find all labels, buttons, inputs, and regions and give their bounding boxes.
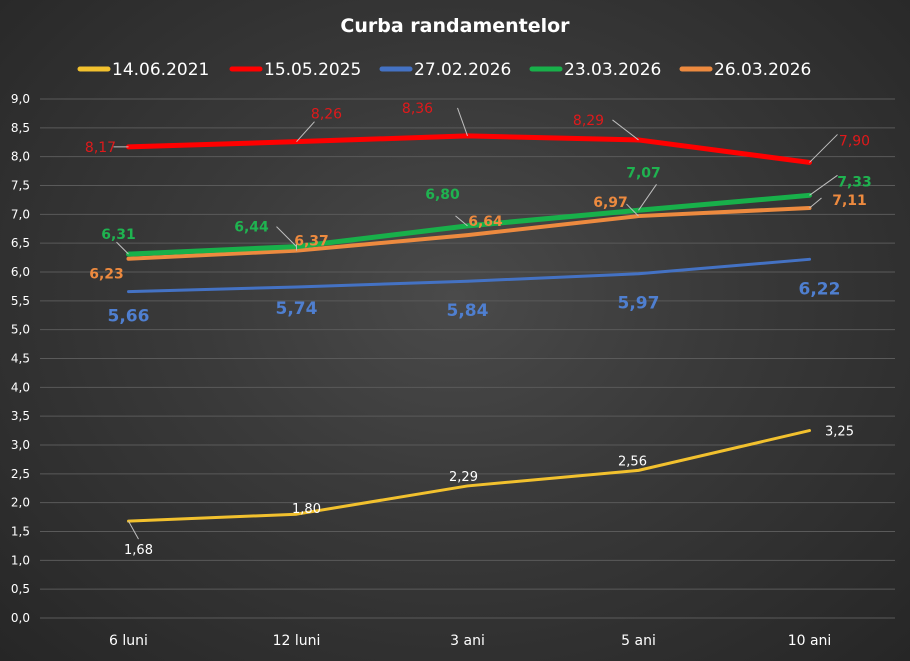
- y-tick-label: 7,0: [11, 207, 30, 221]
- y-tick-label: 8,5: [11, 121, 30, 135]
- legend: 14.06.2021 15.05.2025 27.02.2026 23.03.2026…: [77, 60, 811, 80]
- series-line: [127, 257, 811, 294]
- y-tick-label: 0,0: [11, 611, 30, 625]
- y-tick-label: 2,0: [11, 496, 30, 510]
- y-tick-label: 7,5: [11, 179, 30, 193]
- data-label: 5,74: [276, 299, 318, 319]
- label-leader-line: [809, 134, 838, 163]
- series-line: [126, 133, 812, 165]
- legend-entry: 23.03.2026: [564, 60, 661, 80]
- data-label: 6,80: [425, 187, 460, 203]
- data-label: 1,80: [292, 502, 321, 517]
- label-leader-line: [116, 241, 129, 255]
- x-tick-label: 12 luni: [273, 633, 321, 649]
- x-tick-label: 6 luni: [109, 633, 148, 649]
- data-label: 7,33: [837, 174, 872, 190]
- label-leader-line: [626, 203, 639, 217]
- label-leader-line: [638, 184, 657, 211]
- legend-entry: 15.05.2025: [264, 60, 361, 80]
- chart-title: Curba randamentelor: [340, 15, 570, 37]
- data-label: 7,90: [839, 133, 870, 149]
- y-tick-label: 1,0: [11, 553, 30, 567]
- data-label: 7,07: [626, 165, 661, 181]
- x-axis: 6 luni 12 luni 3 ani 5 ani 10 ani: [109, 633, 831, 649]
- y-axis: 0,0 0,5 1,0 1,5 2,0 2,5 3,0 3,5 4,0 4,5 5,0 5,5 6,0 6…: [11, 92, 30, 625]
- data-label: 5,97: [618, 294, 660, 314]
- data-label: 8,17: [85, 140, 116, 156]
- label-leader-line: [457, 107, 468, 137]
- data-label: 6,64: [468, 214, 503, 230]
- y-tick-label: 2,5: [11, 467, 30, 481]
- data-label: 5,66: [108, 307, 150, 327]
- label-leader-line: [809, 174, 838, 196]
- data-label: 6,22: [799, 279, 841, 299]
- data-label: 8,36: [402, 101, 433, 117]
- data-label: 8,29: [573, 113, 604, 129]
- gridlines: [40, 98, 895, 619]
- y-tick-label: 4,5: [11, 352, 30, 366]
- data-label: 6,37: [294, 234, 329, 250]
- series-line: [126, 205, 812, 261]
- data-label: 6,31: [101, 227, 136, 243]
- data-label: 6,44: [234, 220, 269, 236]
- x-tick-label: 10 ani: [788, 633, 832, 649]
- y-tick-label: 5,5: [11, 294, 30, 308]
- data-label: 1,68: [124, 543, 153, 558]
- data-label: 2,56: [618, 454, 647, 469]
- label-leader-line: [128, 520, 139, 540]
- legend-entry: 27.02.2026: [414, 60, 511, 80]
- y-tick-label: 9,0: [11, 92, 30, 106]
- data-label: 7,11: [832, 193, 867, 209]
- series-line: [127, 429, 811, 523]
- label-leader-line: [276, 226, 297, 247]
- y-tick-label: 8,0: [11, 150, 30, 164]
- data-labels: 1,68 1,80 2,29 2,56 3,25 8,17 8,26 8,36 8,29 7,90…: [85, 101, 872, 558]
- y-tick-label: 3,0: [11, 438, 30, 452]
- data-label: 8,26: [311, 107, 342, 123]
- x-tick-label: 3 ani: [450, 633, 485, 649]
- legend-entry: 14.06.2021: [112, 60, 209, 80]
- label-leader-line: [809, 197, 822, 209]
- data-label: 6,23: [89, 267, 124, 283]
- legend-entry: 26.03.2026: [714, 60, 811, 80]
- data-label: 6,97: [593, 195, 628, 211]
- y-tick-label: 5,0: [11, 323, 30, 337]
- y-tick-label: 0,5: [11, 582, 30, 596]
- label-leader-line: [455, 215, 468, 227]
- y-tick-label: 3,5: [11, 409, 30, 423]
- x-tick-label: 5 ani: [621, 633, 656, 649]
- series-lines: [126, 133, 812, 523]
- y-tick-label: 6,5: [11, 236, 30, 250]
- y-tick-label: 1,5: [11, 525, 30, 539]
- data-label: 3,25: [825, 425, 854, 440]
- label-leader-line: [612, 119, 639, 141]
- y-tick-label: 4,0: [11, 380, 30, 394]
- label-leader-line: [296, 121, 315, 143]
- y-tick-label: 6,0: [11, 265, 30, 279]
- data-label: 5,84: [447, 301, 489, 321]
- data-label: 2,29: [449, 470, 478, 485]
